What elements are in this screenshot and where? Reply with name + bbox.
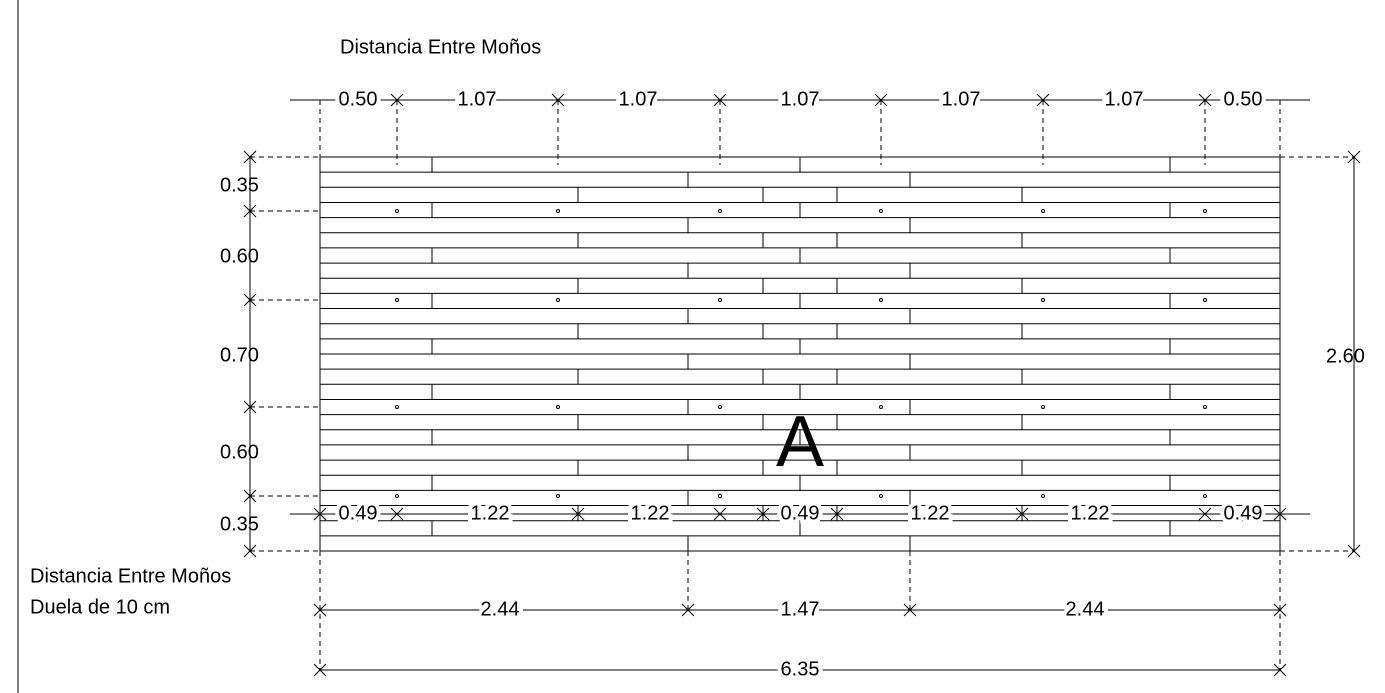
tick — [390, 93, 404, 107]
dim-label: 2.60 — [1326, 345, 1365, 367]
dim-label: 0.50 — [339, 88, 378, 110]
tick — [713, 507, 727, 521]
tie-dot — [395, 405, 399, 409]
dim-label: 0.70 — [220, 344, 259, 366]
tick — [243, 204, 257, 218]
dim-label: 1.22 — [1071, 502, 1110, 524]
tick — [1273, 507, 1287, 521]
dim-label: 1.07 — [619, 88, 658, 110]
tie-dot — [395, 209, 399, 213]
tick — [313, 603, 327, 617]
dim-label: 1.07 — [458, 88, 497, 110]
dim-label: 0.60 — [220, 245, 259, 267]
tie-dot — [879, 405, 883, 409]
dim-label: 1.22 — [911, 502, 950, 524]
tick — [713, 93, 727, 107]
tick — [313, 663, 327, 677]
tie-dot — [718, 494, 722, 498]
tie-dot — [879, 298, 883, 302]
tick — [681, 603, 695, 617]
title: Distancia Entre Moños — [340, 36, 541, 58]
tick — [903, 603, 917, 617]
tie-dot — [556, 494, 560, 498]
tick — [1347, 150, 1361, 164]
tick — [243, 544, 257, 558]
tick — [551, 93, 565, 107]
dim-label: 0.50 — [1224, 88, 1263, 110]
tie-dot — [879, 209, 883, 213]
tick — [390, 507, 404, 521]
dim-label: 0.49 — [1224, 502, 1263, 524]
tick — [1036, 93, 1050, 107]
dim-label: 2.44 — [481, 598, 520, 620]
tick — [874, 93, 888, 107]
tick — [756, 507, 770, 521]
tie-dot — [556, 209, 560, 213]
tie-dot — [1203, 209, 1207, 213]
tick — [243, 400, 257, 414]
dim-label: 0.49 — [781, 502, 820, 524]
dim-label: 6.35 — [781, 658, 820, 680]
tie-dot — [1203, 405, 1207, 409]
tick — [1198, 507, 1212, 521]
note: Distancia Entre Moños — [30, 565, 231, 587]
tick — [243, 293, 257, 307]
note: Duela de 10 cm — [30, 596, 170, 618]
tick — [571, 507, 585, 521]
dim-label: 1.07 — [1105, 88, 1144, 110]
dim-label: 1.22 — [631, 502, 670, 524]
tick — [243, 489, 257, 503]
dim-label: 0.35 — [220, 174, 259, 196]
dim-label: 1.07 — [781, 88, 820, 110]
dim-label: 1.47 — [781, 598, 820, 620]
tie-dot — [556, 405, 560, 409]
dim-label: 1.22 — [471, 502, 510, 524]
tick — [313, 507, 327, 521]
tie-dot — [1203, 298, 1207, 302]
tie-dot — [718, 209, 722, 213]
tie-dot — [1203, 494, 1207, 498]
tie-dot — [718, 298, 722, 302]
tie-dot — [395, 494, 399, 498]
tick — [1015, 507, 1029, 521]
dim-label: 0.60 — [220, 441, 259, 463]
tick — [830, 507, 844, 521]
tick — [1273, 603, 1287, 617]
tie-dot — [718, 405, 722, 409]
dim-label: 0.49 — [339, 502, 378, 524]
dim-label: 0.35 — [220, 513, 259, 535]
tie-dot — [879, 494, 883, 498]
dim-label: 1.07 — [942, 88, 981, 110]
tie-dot — [1041, 298, 1045, 302]
dim-label: 2.44 — [1066, 598, 1105, 620]
tick — [1347, 544, 1361, 558]
tie-dot — [1041, 209, 1045, 213]
tick — [243, 150, 257, 164]
tie-dot — [395, 298, 399, 302]
tie-dot — [556, 298, 560, 302]
tick — [1273, 663, 1287, 677]
tick — [1198, 93, 1212, 107]
tie-dot — [1041, 405, 1045, 409]
tie-dot — [1041, 494, 1045, 498]
